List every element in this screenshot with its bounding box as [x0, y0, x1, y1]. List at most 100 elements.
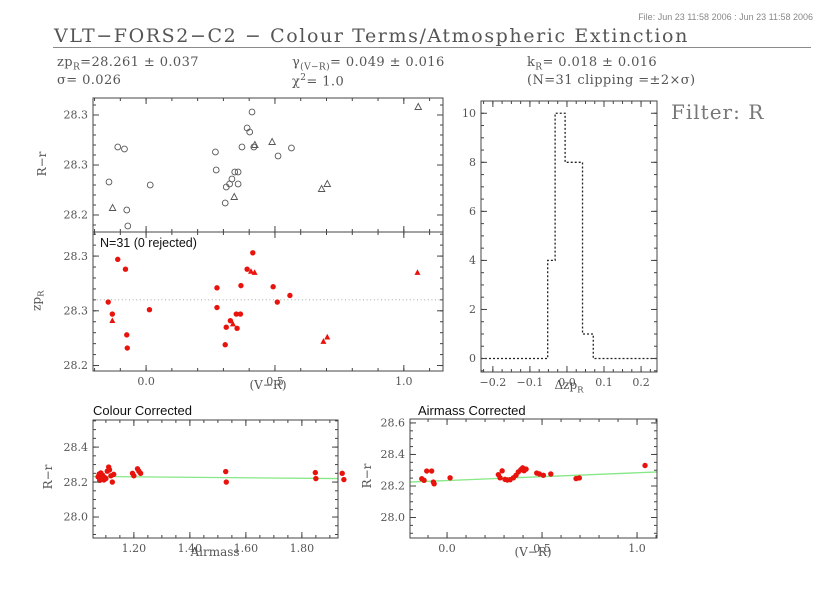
data-point-filled-circle	[103, 475, 109, 482]
data-point-open-circle	[212, 166, 220, 174]
y-tick-label: 0	[469, 352, 476, 365]
param-zp-value: =28.261 ± 0.037	[80, 55, 199, 70]
param-colour-term: γ(V−R)= 0.049 ± 0.016	[292, 55, 445, 73]
x-tick-label: 1.40	[178, 542, 203, 555]
data-point-open-triangle	[250, 140, 259, 148]
data-point-filled-circle	[223, 468, 229, 475]
data-point-open-triangle	[268, 137, 277, 145]
filter-label: Filter: R	[671, 100, 765, 124]
param-chi-value: = 1.0	[306, 74, 345, 90]
param-k-value: = 0.018 ± 0.016	[542, 55, 658, 70]
data-point-filled-circle	[523, 466, 529, 472]
data-point-filled-circle	[131, 473, 137, 479]
x-tick-label: −0.1	[517, 376, 544, 389]
x-tick-label: −0.2	[479, 376, 506, 389]
data-point-filled-circle	[238, 282, 244, 289]
fit-line	[92, 475, 339, 480]
data-point-filled-circle	[312, 469, 319, 476]
data-point-open-circle	[146, 181, 154, 189]
y-tick-label: 6	[469, 205, 476, 218]
y-tick-label: 28.2	[64, 476, 89, 489]
x-tick-label: 1.0	[395, 375, 413, 388]
data-point-filled-circle	[214, 285, 220, 291]
data-point-open-circle	[288, 144, 295, 152]
y-tick-label: 28.3	[64, 305, 89, 318]
x-tick-label: 0.0	[558, 376, 576, 389]
data-point-open-circle	[114, 143, 122, 151]
param-zeropoint: zpR=28.261 ± 0.037	[57, 55, 199, 73]
data-point-filled-circle	[447, 475, 453, 481]
param-gamma-sub: (V−R)	[300, 62, 331, 73]
y-tick-label: 28.3	[64, 109, 89, 122]
x-tick-label: 0.1	[595, 376, 613, 389]
data-point-open-circle	[105, 178, 113, 186]
data-point-open-circle	[234, 168, 242, 176]
plot-frame	[409, 418, 658, 539]
data-point-filled-circle	[497, 475, 503, 481]
data-point-filled-circle	[115, 256, 121, 263]
data-point-open-circle	[228, 175, 236, 183]
colour-corrected-title: Colour Corrected	[93, 403, 192, 418]
x-tick-label: 0.5	[533, 542, 551, 555]
param-k-symbol: k	[527, 55, 536, 70]
data-point-open-circle	[246, 128, 254, 136]
data-point-filled-circle	[223, 479, 229, 485]
plot-frame	[92, 419, 339, 539]
data-point-open-circle	[221, 199, 229, 207]
param-sigma: σ= 0.026	[57, 73, 122, 88]
data-point-open-circle	[234, 180, 242, 188]
plot-frame	[480, 100, 658, 373]
data-point-filled-circle	[137, 470, 144, 477]
airmass-corrected-title: Airmass Corrected	[418, 403, 526, 418]
x-tick-label: 1.80	[290, 542, 315, 555]
y-tick-label: 28.6	[381, 417, 406, 430]
x-tick-label: 0.5	[266, 375, 284, 388]
param-extinction: kR= 0.018 ± 0.016	[527, 55, 657, 73]
data-point-open-circle	[212, 148, 219, 156]
y-tick-label: 28.4	[64, 441, 89, 454]
y-axis-label-zp: zpR	[29, 261, 46, 341]
data-point-filled-circle	[274, 299, 280, 305]
dzp-label-main: Δzp	[554, 378, 578, 392]
n-rejected-annotation: N=31 (0 rejected)	[100, 236, 197, 250]
param-chi2: χ2= 1.0	[292, 73, 344, 89]
y-tick-label: 28.3	[64, 159, 89, 172]
param-zp-symbol: zp	[57, 55, 73, 70]
y-tick-label: 28.3	[64, 250, 89, 263]
data-point-filled-circle	[105, 299, 111, 305]
data-point-filled-circle	[109, 479, 116, 485]
data-point-filled-circle	[250, 250, 256, 256]
data-point-open-circle	[274, 152, 282, 160]
data-point-open-triangle	[317, 184, 326, 192]
data-point-open-circle	[124, 222, 132, 230]
x-axis-label-airmass: Airmass	[190, 545, 240, 559]
data-point-open-circle	[121, 145, 128, 153]
data-point-open-circle	[231, 168, 239, 176]
param-gamma-symbol: γ	[292, 55, 301, 70]
x-axis-label-vr2: (V−R)	[514, 545, 552, 559]
param-chi-sup: 2	[300, 73, 307, 83]
data-point-filled-triangle	[414, 269, 421, 275]
y-tick-label: 28.2	[64, 359, 89, 372]
x-axis-label-dzp: ΔzpR	[519, 378, 619, 395]
data-point-filled-circle	[642, 462, 648, 469]
x-tick-label: 0.2	[632, 376, 650, 389]
data-point-filled-circle	[424, 468, 430, 474]
data-point-open-triangle	[323, 179, 332, 187]
data-point-filled-circle	[244, 266, 250, 272]
data-point-open-triangle	[230, 192, 239, 200]
data-point-filled-triangle	[251, 269, 258, 275]
data-point-filled-circle	[548, 471, 554, 477]
data-point-open-circle	[123, 206, 131, 214]
data-point-filled-circle	[421, 477, 427, 484]
x-tick-label: 1.0	[628, 542, 646, 555]
param-zp-sub: R	[72, 62, 81, 73]
data-point-filled-circle	[499, 468, 505, 474]
y-tick-label: 28.4	[381, 448, 406, 461]
y-tick-label: 8	[469, 156, 476, 169]
data-point-filled-circle	[341, 476, 347, 483]
data-point-open-circle	[238, 143, 246, 151]
x-tick-label: 0.0	[137, 375, 155, 388]
